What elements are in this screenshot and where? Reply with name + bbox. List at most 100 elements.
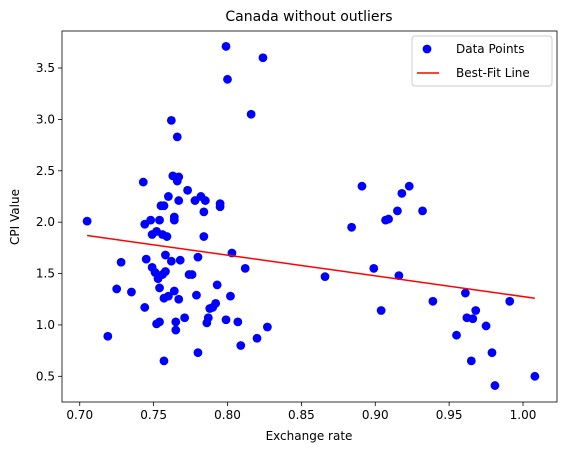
data-point [155,317,164,327]
data-point [240,264,250,273]
data-point [246,109,256,119]
x-tick-label: 1.00 [510,408,537,422]
data-point [490,381,500,390]
data-point [140,303,150,312]
data-point [394,271,404,280]
y-tick-label: 2.0 [36,215,55,229]
y-tick-label: 3.0 [36,112,55,126]
data-point [376,306,386,315]
data-point [169,215,179,225]
y-axis-label: CPI Value [8,189,22,245]
data-point [193,348,203,358]
data-point [163,192,173,201]
legend-marker-data-points [422,44,432,54]
data-point [347,222,357,232]
data-point [155,215,164,225]
data-point [252,333,262,343]
data-point [155,283,164,293]
data-point [357,181,367,191]
data-point [418,206,427,216]
data-point [174,294,184,304]
data-point [530,371,540,381]
y-tick-label: 0.5 [36,369,55,383]
axes: 0.70 0.75 0.80 0.85 0.90 0.95 1.00 0.5 1.0 1.5 2.0… [36,30,558,422]
x-tick-label: 0.70 [66,408,93,422]
data-point [159,201,169,211]
data-point [215,202,225,212]
data-point [452,330,461,340]
data-point [404,181,414,191]
data-point [141,254,151,264]
data-point [212,280,222,290]
data-point [223,74,232,84]
x-tick-label: 0.95 [436,408,463,422]
data-point [82,216,92,226]
data-point [192,290,201,300]
x-tick-label: 0.75 [140,408,167,422]
best-fit-line [87,234,535,299]
data-point [138,177,148,187]
data-point [159,356,169,366]
data-point [174,172,184,182]
data-point [393,206,402,216]
plot-area [62,31,557,402]
data-point [211,298,221,308]
data-point [180,313,190,323]
legend-label: Best-Fit Line [456,66,530,80]
data-point [505,296,515,306]
data-point [258,53,268,63]
data-point [471,306,481,315]
data-point [161,267,170,276]
data-point [236,341,246,350]
data-point [163,291,173,301]
data-point [127,287,136,297]
y-tick-label: 2.5 [36,164,55,178]
y-tick-label: 1.0 [36,318,55,332]
data-point [183,185,193,195]
data-point [146,215,156,225]
x-tick-label: 0.80 [214,408,241,422]
data-point [171,325,181,335]
data-point [174,196,184,205]
y-tick-label: 3.5 [36,61,55,75]
plot-frame [61,30,558,403]
data-point [221,42,231,51]
data-point [384,214,393,224]
data-point [175,255,185,265]
legend-box [411,35,553,87]
data-point [166,116,176,125]
data-point [171,317,181,327]
chart-title: Canada without outliers [225,9,392,25]
data-point [172,132,182,142]
data-point [166,256,176,266]
data-point [460,288,470,298]
data-point [320,272,330,282]
data-point [481,321,491,331]
data-point [200,196,210,205]
data-marks [82,42,540,390]
data-point [468,314,478,324]
legend-label: Data Points [456,42,525,56]
data-point [428,296,438,306]
data-point [203,313,213,323]
data-point [116,257,126,267]
data-point [466,356,476,366]
data-point [112,284,122,294]
data-point [221,315,231,325]
y-tick-label: 1.5 [36,267,55,281]
data-point [487,348,497,358]
data-point [103,331,113,341]
legend: Data Points Best-Fit Line [411,35,553,87]
data-point [199,232,209,241]
x-tick-label: 0.90 [362,408,389,422]
data-point [369,264,379,273]
data-point [262,322,272,332]
data-point [161,250,170,260]
x-axis-label: Exchange rate [266,429,353,443]
data-point [199,207,209,217]
data-point [193,252,203,262]
data-point [169,286,179,296]
plot-background [62,31,557,402]
data-point [162,232,172,241]
